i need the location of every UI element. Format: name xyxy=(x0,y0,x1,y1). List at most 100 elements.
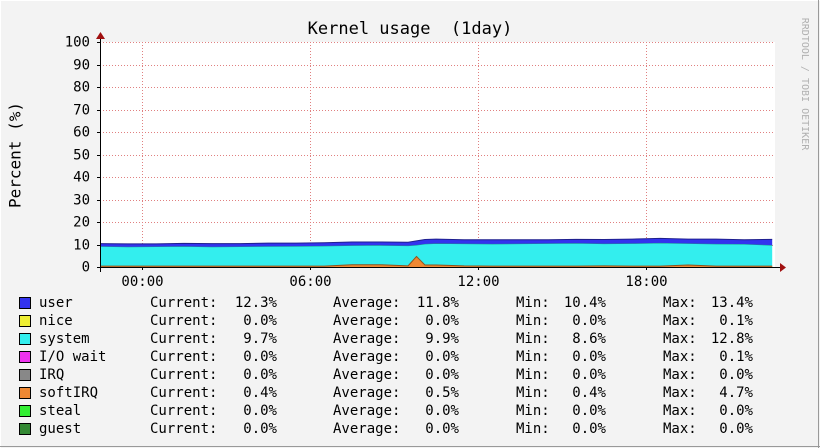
stat-value: 12.3% xyxy=(235,295,278,311)
y-tick-label: 30 xyxy=(73,193,90,209)
stat-value: 0.0% xyxy=(564,421,607,437)
stat-value: 9.9% xyxy=(417,331,460,347)
stat-label: Max: xyxy=(663,421,697,437)
stat-value: 13.4% xyxy=(711,295,754,311)
stat-label: Max: xyxy=(663,385,697,401)
stat-label: Min: xyxy=(516,367,550,383)
stat-label: Max: xyxy=(663,313,697,329)
stat-label: Current: xyxy=(150,367,217,383)
y-tick-label: 0 xyxy=(82,260,90,276)
legend-swatch xyxy=(19,423,31,435)
y-tick-label: 70 xyxy=(73,103,90,119)
area-edge xyxy=(100,255,773,267)
stat-label: Average: xyxy=(333,421,400,437)
stat-value: 0.0% xyxy=(417,421,460,437)
stat-value: 0.0% xyxy=(235,421,278,437)
legend-label: user xyxy=(39,295,73,311)
x-tick-label: 12:00 xyxy=(457,274,499,290)
stat-value: 0.0% xyxy=(417,313,460,329)
x-tick-label: 06:00 xyxy=(289,274,331,290)
stat-label: Min: xyxy=(516,403,550,419)
stat-value: 11.8% xyxy=(417,295,460,311)
plot-area xyxy=(100,42,775,267)
legend-label: steal xyxy=(39,403,81,419)
stat-value: 0.0% xyxy=(711,403,754,419)
stat-value: 0.0% xyxy=(564,349,607,365)
stat-label: Min: xyxy=(516,349,550,365)
stat-label: Min: xyxy=(516,421,550,437)
stat-label: Average: xyxy=(333,367,400,383)
stat-label: Min: xyxy=(516,313,550,329)
stat-label: Max: xyxy=(663,331,697,347)
stat-label: Current: xyxy=(150,331,217,347)
stat-value: 12.8% xyxy=(711,331,754,347)
stat-value: 0.0% xyxy=(417,367,460,383)
stat-value: 0.0% xyxy=(711,421,754,437)
stat-label: Current: xyxy=(150,385,217,401)
legend-swatch xyxy=(19,405,31,417)
stat-label: Average: xyxy=(333,385,400,401)
stat-value: 10.4% xyxy=(564,295,607,311)
stat-label: Max: xyxy=(663,403,697,419)
x-tick-label: 18:00 xyxy=(625,274,667,290)
stat-label: Max: xyxy=(663,295,697,311)
grid xyxy=(97,42,775,270)
stat-label: Current: xyxy=(150,421,217,437)
y-tick-label: 100 xyxy=(65,35,90,51)
stat-label: Min: xyxy=(516,295,550,311)
legend: user Current: 12.3% Average: 11.8% Min: 10.4% M… xyxy=(19,295,754,437)
stat-value: 0.0% xyxy=(564,313,607,329)
y-axis-label: Percent (%) xyxy=(6,102,25,208)
stat-label: Average: xyxy=(333,331,400,347)
stat-value: 0.1% xyxy=(711,313,754,329)
axes xyxy=(96,32,786,272)
legend-swatch xyxy=(19,387,31,399)
stat-value: 0.0% xyxy=(564,367,607,383)
stat-label: Current: xyxy=(150,403,217,419)
tick-labels: 0 10 20 30 40 50 60 70 80 90 100 00:00 06:00 12:00 18:… xyxy=(65,35,668,291)
area-edge xyxy=(99,237,773,245)
stat-value: 0.1% xyxy=(711,349,754,365)
legend-label: softIRQ xyxy=(39,385,98,401)
y-tick-label: 20 xyxy=(73,215,90,231)
y-tick-label: 90 xyxy=(73,58,90,74)
stat-value: 8.6% xyxy=(564,331,607,347)
legend-label: system xyxy=(39,331,90,347)
y-tick-label: 60 xyxy=(73,125,90,141)
stat-label: Current: xyxy=(150,349,217,365)
stat-label: Current: xyxy=(150,313,217,329)
stat-value: 0.0% xyxy=(235,313,278,329)
x-arrow xyxy=(780,263,786,272)
legend-label: nice xyxy=(39,313,73,329)
y-tick-label: 80 xyxy=(73,80,90,96)
stat-label: Average: xyxy=(333,349,400,365)
stat-value: 0.0% xyxy=(235,403,278,419)
legend-swatch xyxy=(19,351,31,363)
stat-value: 0.0% xyxy=(417,403,460,419)
stat-label: Min: xyxy=(516,385,550,401)
stat-label: Current: xyxy=(150,295,217,311)
stat-value: 0.0% xyxy=(711,367,754,383)
chart-title: Kernel usage (1day) xyxy=(308,19,513,39)
area xyxy=(100,238,773,247)
stat-value: 4.7% xyxy=(711,385,754,401)
stat-label: Max: xyxy=(663,349,697,365)
stat-label: Average: xyxy=(333,313,400,329)
stat-value: 0.4% xyxy=(235,385,278,401)
stat-value: 9.7% xyxy=(235,331,278,347)
y-tick-label: 50 xyxy=(73,148,90,164)
y-arrow xyxy=(96,32,105,39)
stat-label: Average: xyxy=(333,403,400,419)
area xyxy=(100,242,773,267)
x-tick-label: 00:00 xyxy=(121,274,163,290)
legend-swatch xyxy=(19,369,31,381)
stat-value: 0.0% xyxy=(235,367,278,383)
y-tick-label: 10 xyxy=(73,238,90,254)
areas xyxy=(99,237,773,267)
watermark: RRDTOOL / TOBI OETIKER xyxy=(799,18,810,151)
stat-value: 0.0% xyxy=(417,349,460,365)
stat-value: 0.0% xyxy=(564,403,607,419)
legend-swatch xyxy=(19,297,31,309)
legend-label: I/O wait xyxy=(39,349,106,365)
stat-value: 0.4% xyxy=(564,385,607,401)
